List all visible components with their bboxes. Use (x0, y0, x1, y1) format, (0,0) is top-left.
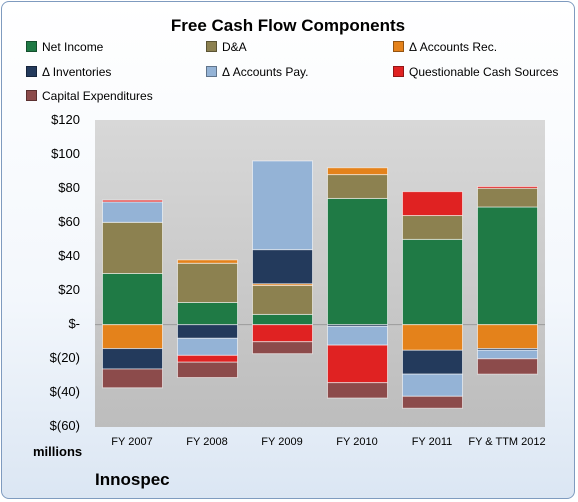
x-tick-label: FY 2008 (186, 436, 228, 448)
bar-segment-inventories (402, 349, 463, 375)
bar-segment-net-income (252, 313, 313, 326)
y-tick-label: $(40) (49, 384, 80, 399)
bar-segment-d-a (402, 215, 463, 240)
bar-segment-capital-expenditures (402, 395, 463, 409)
bar-segment-net-income (327, 197, 388, 326)
bar-segment-d-a (252, 284, 313, 315)
company-name: Innospec (95, 470, 170, 489)
bar-segment-questionable-cash-sources (177, 354, 238, 363)
plot-area (95, 120, 545, 427)
bar-segment-questionable-cash-sources (327, 344, 388, 384)
y-tick-label: $(60) (49, 418, 80, 433)
bar-segment-accounts-pay (252, 160, 313, 251)
bar-segment-accounts-pay (477, 349, 538, 360)
bar-segment-inventories (177, 324, 238, 339)
bar-segment-d-a (102, 221, 163, 274)
bar-segment-d-a (477, 187, 538, 208)
bar-segment-inventories (102, 348, 163, 370)
bar-segment-inventories (252, 249, 313, 285)
bar-segment-accounts-pay (402, 373, 463, 397)
bar-segment-net-income (102, 273, 163, 326)
x-tick-label: FY 2011 (411, 436, 453, 448)
legend-swatch (393, 41, 404, 52)
bar-segment-accounts-pay (327, 325, 388, 346)
legend-label: Capital Expenditures (42, 89, 153, 103)
legend-label: Questionable Cash Sources (409, 65, 559, 79)
x-tick-label: FY 2010 (336, 436, 378, 448)
legend-label: D&A (222, 40, 247, 54)
legend-label: Δ Accounts Pay. (222, 65, 309, 79)
bar-segment-capital-expenditures (102, 368, 163, 389)
legend-swatch (26, 66, 37, 77)
legend-label: Net Income (42, 40, 104, 54)
y-tick-label: $20 (58, 282, 80, 297)
y-tick-label: $- (68, 316, 80, 331)
bar-segment-questionable-cash-sources (252, 324, 313, 343)
legend-label: Δ Accounts Rec. (409, 40, 498, 54)
y-tick-label: $120 (51, 112, 80, 127)
bar-segment-questionable-cash-sources (477, 186, 538, 189)
y-tick-label: $100 (51, 146, 80, 161)
bar-segment-capital-expenditures (252, 341, 313, 355)
bar-segment-capital-expenditures (327, 382, 388, 399)
bar-segment-accounts-rec (477, 324, 538, 350)
bar-segment-accounts-rec (177, 259, 238, 264)
bar-segment-net-income (402, 238, 463, 326)
legend-swatch (393, 66, 404, 77)
bar-segment-accounts-rec (402, 324, 463, 351)
legend-capex: Capital Expenditures (26, 89, 153, 103)
legend-swatch (206, 41, 217, 52)
legend-net-income: Net Income (26, 40, 103, 54)
y-tick-label: $80 (58, 180, 80, 195)
units-label: millions (33, 444, 83, 459)
chart-title: Free Cash Flow Components (170, 16, 406, 35)
y-tick-label: $40 (58, 248, 80, 263)
bar-segment-net-income (477, 206, 538, 326)
bar-segment-accounts-rec (327, 167, 388, 176)
legend-label: Δ Inventories (42, 65, 112, 79)
x-tick-label: FY 2009 (261, 436, 303, 448)
bar-segment-d-a (177, 262, 238, 303)
legend-accounts-pay: Δ Accounts Pay. (206, 65, 309, 79)
legend-da: D&A (206, 40, 247, 54)
y-tick-label: $60 (58, 214, 80, 229)
legend-swatch (26, 90, 37, 101)
bar-segment-capital-expenditures (177, 361, 238, 379)
y-tick-label: $(20) (49, 350, 80, 365)
bar-segment-accounts-pay (177, 337, 238, 356)
legend-accounts-rec: Δ Accounts Rec. (393, 40, 497, 54)
bar-segment-questionable-cash-sources (402, 191, 463, 217)
bar-segment-capital-expenditures (477, 358, 538, 375)
legend-swatch (206, 66, 217, 77)
legend-swatch (26, 41, 37, 52)
legend-questionable: Questionable Cash Sources (393, 65, 558, 79)
bar-segment-questionable-cash-sources (102, 199, 163, 203)
legend-inventories: Δ Inventories (26, 65, 111, 79)
x-tick-label: FY & TTM 2012 (468, 436, 546, 448)
x-tick-label: FY 2007 (111, 436, 153, 448)
bar-segment-accounts-rec (102, 324, 163, 350)
bar-segment-accounts-pay (102, 201, 163, 223)
bar-segment-d-a (327, 174, 388, 199)
bar-segment-net-income (177, 301, 238, 326)
